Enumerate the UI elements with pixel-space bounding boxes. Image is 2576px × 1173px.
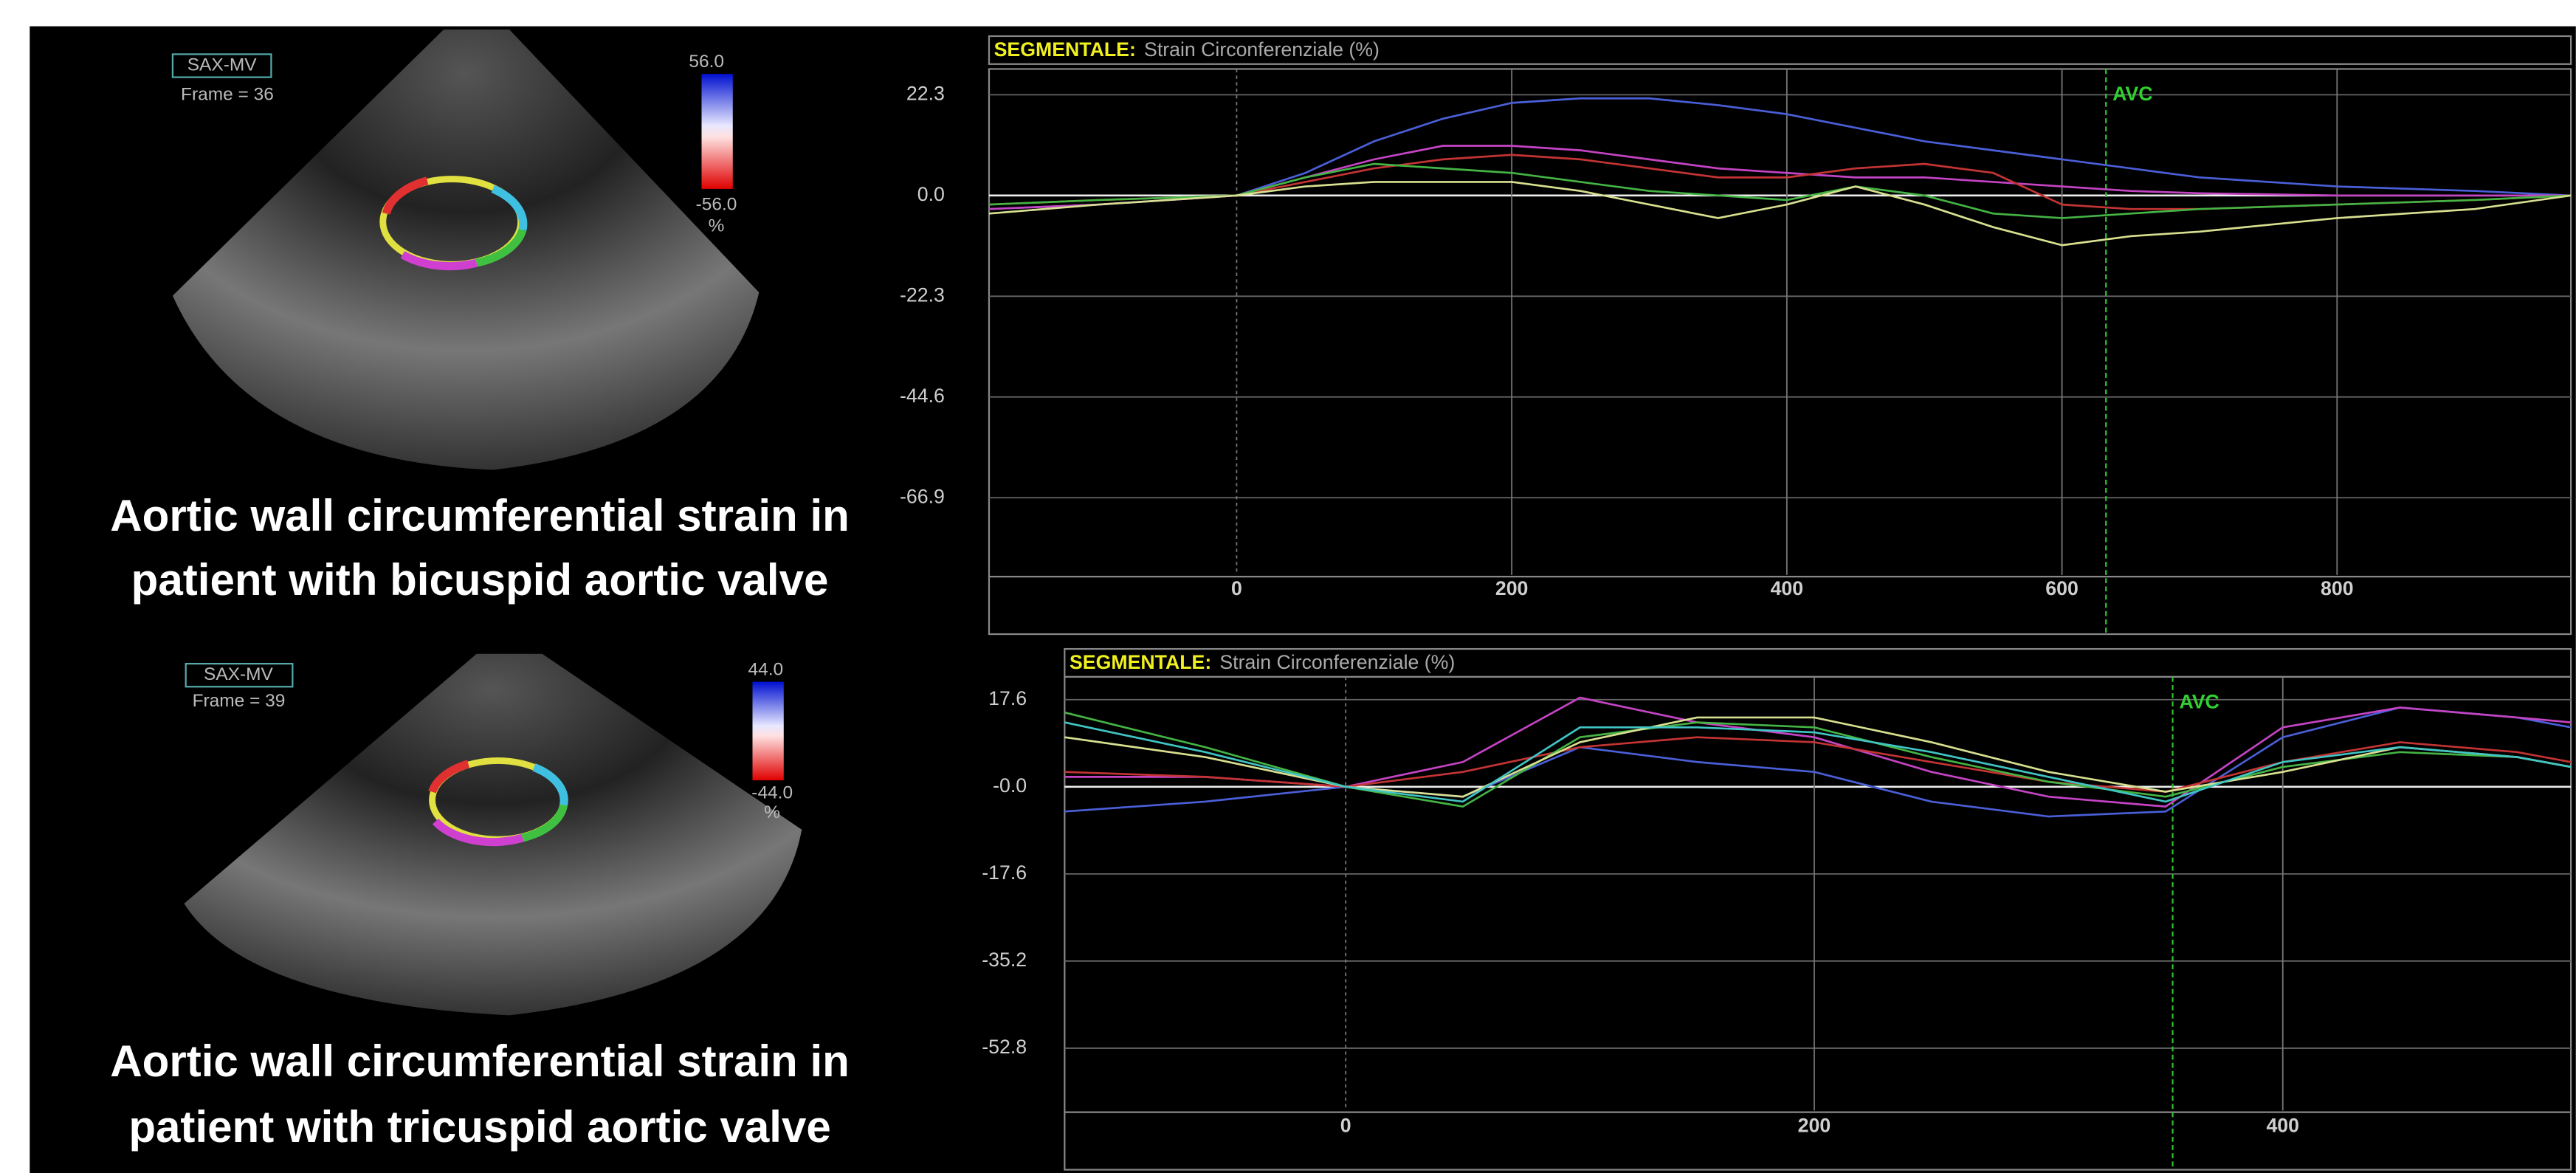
scale-max: 56.0 [689, 52, 724, 72]
scale-unit: % [764, 802, 780, 822]
event-label: AVC [2179, 691, 2219, 713]
view-tag: SAX-MV [187, 55, 257, 75]
caption: Aortic wall circumferential strain in [110, 1036, 850, 1086]
frame-label: Frame = 36 [181, 85, 274, 105]
chart-title: SEGMENTALE: [1070, 651, 1211, 673]
color-bar [702, 74, 733, 189]
frame-label: Frame = 39 [193, 691, 286, 711]
x-tick-label: 800 [2321, 577, 2354, 599]
y-tick-label: 0.0 [917, 183, 945, 205]
x-tick-label: 200 [1495, 577, 1529, 599]
caption: patient with bicuspid aortic valve [131, 555, 829, 605]
y-tick-label: 17.6 [988, 687, 1027, 709]
caption: Aortic wall circumferential strain in [110, 491, 850, 540]
y-tick-label: -35.2 [982, 949, 1027, 971]
x-tick-label: 400 [2266, 1115, 2299, 1137]
y-tick-label: -0.0 [993, 774, 1027, 797]
chart-subtitle: Strain Circonferenziale (%) [1144, 38, 1380, 61]
figure: SAX-MV Frame = 36 56.0 -56.0 % Aortic wa… [0, 0, 2576, 1173]
scale-unit: % [709, 216, 725, 236]
x-tick-label: 0 [1231, 577, 1242, 599]
view-tag: SAX-MV [204, 664, 273, 684]
y-tick-label: 22.3 [906, 82, 945, 104]
caption: patient with tricuspid aortic valve [128, 1102, 830, 1152]
x-tick-label: 200 [1798, 1115, 1831, 1137]
x-tick-label: 400 [1771, 577, 1804, 599]
y-tick-label: -52.8 [982, 1036, 1027, 1058]
scale-max: 44.0 [748, 659, 783, 679]
y-tick-label: -17.6 [982, 861, 1027, 884]
scale-min: -44.0 [751, 782, 793, 802]
y-tick-label: -22.3 [900, 283, 945, 306]
x-tick-label: 600 [2045, 577, 2079, 599]
scale-min: -56.0 [696, 195, 737, 215]
chart-title: SEGMENTALE: [994, 38, 1136, 61]
event-label: AVC [2112, 83, 2152, 105]
y-tick-label: -44.6 [900, 385, 945, 407]
color-bar [752, 682, 783, 781]
page: {"panels": [ {"tag": "SAX-MV", "frame": … [0, 0, 2576, 1173]
y-tick-label: -66.9 [900, 485, 945, 507]
chart-subtitle: Strain Circonferenziale (%) [1219, 651, 1455, 673]
x-tick-label: 0 [1340, 1115, 1351, 1137]
